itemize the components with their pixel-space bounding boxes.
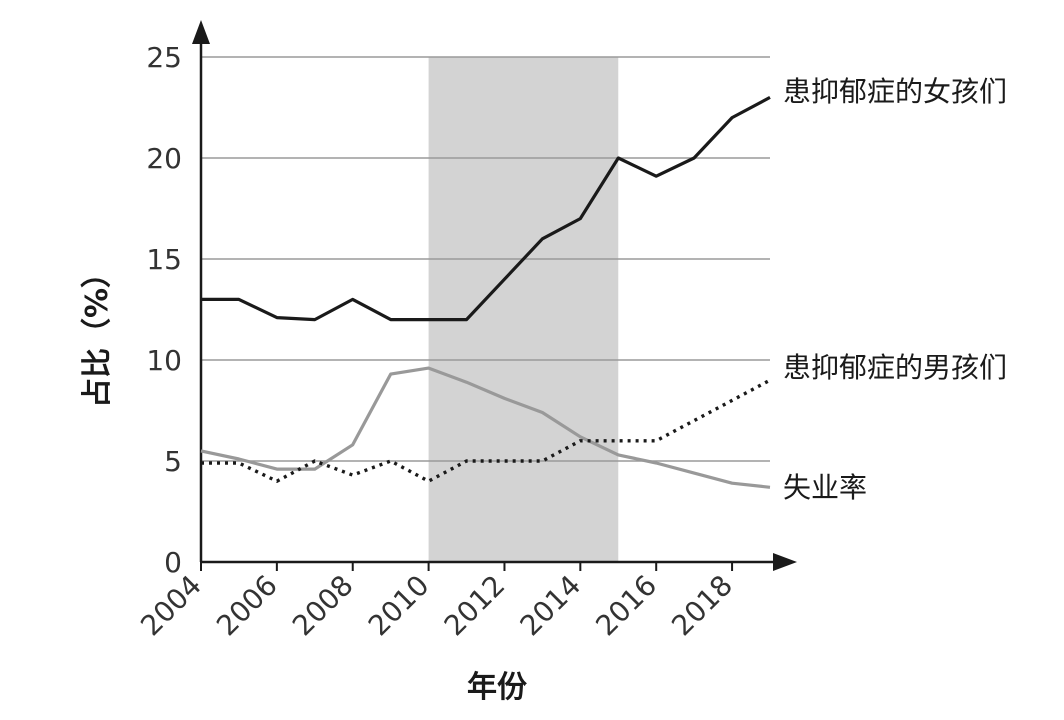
y-tick-label-25: 25 [146, 41, 182, 74]
y-tick-label-10: 10 [146, 344, 182, 377]
x-tick-label-2016: 2016 [589, 569, 663, 643]
series-label-1: 患抑郁症的男孩们 [783, 351, 1007, 384]
series-label-0: 患抑郁症的女孩们 [783, 75, 1007, 108]
y-tick-label-5: 5 [164, 445, 182, 478]
x-axis-title: 年份 [467, 670, 527, 705]
x-tick-label-2010: 2010 [362, 569, 436, 643]
series-line-2 [200, 366, 771, 489]
series-label-2: 失业率 [783, 471, 867, 504]
y-axis-title: 占比（%） [80, 258, 115, 408]
x-tick-label-2004: 2004 [134, 569, 208, 643]
series-line-1 [201, 378, 771, 483]
x-tick-label-2012: 2012 [438, 569, 512, 643]
axes: 0 5 10 15 20 25 2004 2006 2008 2010 2012 2014 2016 20… [134, 20, 797, 642]
x-tick-label-2014: 2014 [514, 569, 588, 643]
series-lines [200, 95, 771, 489]
shaded-period-layer [428, 57, 619, 562]
shaded-period-band [428, 57, 619, 562]
x-tick-label-2008: 2008 [286, 569, 360, 643]
y-tick-label-15: 15 [146, 243, 182, 276]
x-tick-label-2006: 2006 [210, 569, 284, 643]
x-tick-label-2018: 2018 [665, 569, 739, 643]
y-tick-label-20: 20 [146, 142, 182, 175]
y-tick-label-0: 0 [164, 546, 182, 579]
series-line-0 [201, 95, 771, 322]
gridlines [201, 56, 770, 462]
y-axis-arrow [192, 20, 210, 44]
x-axis-arrow [773, 553, 797, 571]
